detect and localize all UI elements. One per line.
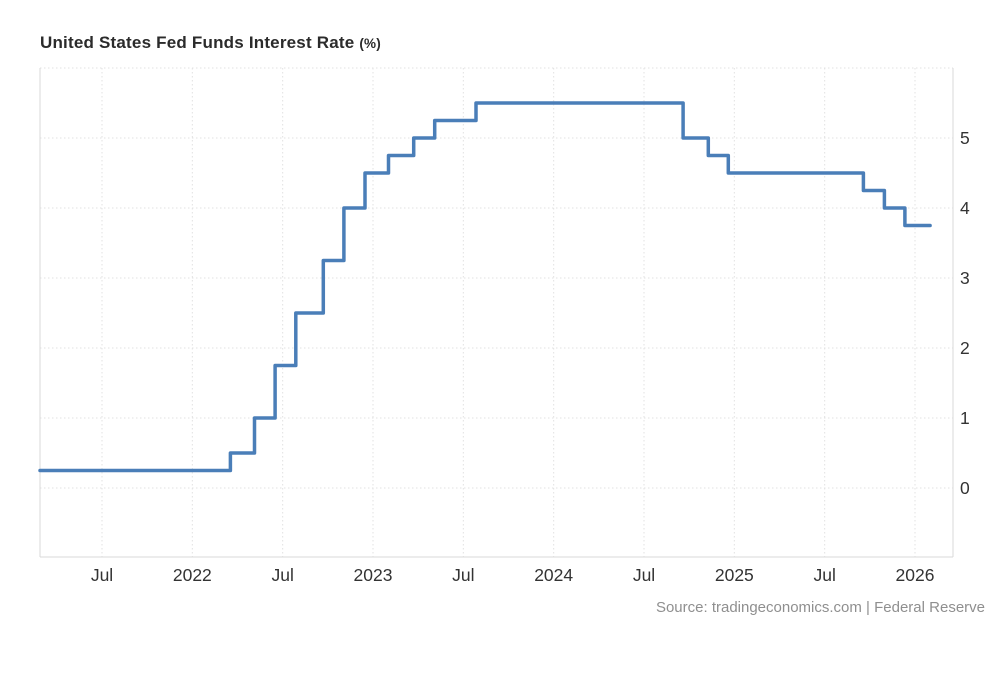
chart-title-unit: (%) xyxy=(359,36,381,51)
x-axis-tick-label: 2024 xyxy=(534,565,573,585)
y-axis-tick-label: 1 xyxy=(960,408,970,428)
x-axis-tick-label: Jul xyxy=(813,565,835,585)
x-axis-tick-label: Jul xyxy=(633,565,655,585)
x-axis-tick-label: 2022 xyxy=(173,565,212,585)
y-axis-tick-label: 5 xyxy=(960,128,970,148)
rate-step-line[interactable] xyxy=(38,101,932,473)
x-axis-tick-label: 2025 xyxy=(715,565,754,585)
y-axis-tick-label: 4 xyxy=(960,198,970,218)
chart-title: United States Fed Funds Interest Rate (%… xyxy=(40,33,381,53)
source-attribution: Source: tradingeconomics.com | Federal R… xyxy=(655,599,985,616)
x-axis-tick-label: Jul xyxy=(271,565,293,585)
y-axis-tick-label: 3 xyxy=(960,268,970,288)
y-axis-tick-label: 2 xyxy=(960,338,970,358)
y-axis-tick-label: 0 xyxy=(960,478,970,498)
x-axis-tick-label: Jul xyxy=(452,565,474,585)
x-axis-tick-label: 2026 xyxy=(896,565,935,585)
x-axis-tick-label: Jul xyxy=(91,565,113,585)
x-axis-tick-label: 2023 xyxy=(354,565,393,585)
chart-title-text: United States Fed Funds Interest Rate xyxy=(40,33,355,52)
